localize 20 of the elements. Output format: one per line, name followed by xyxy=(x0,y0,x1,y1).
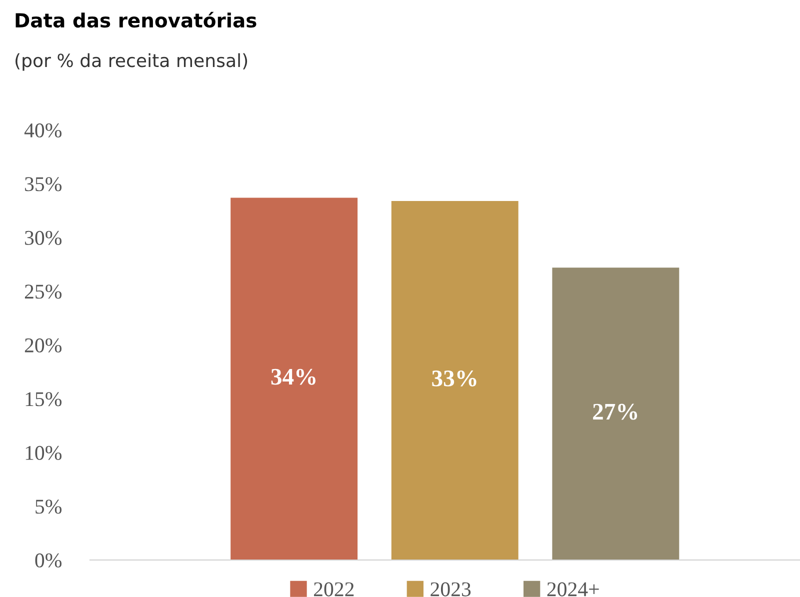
y-tick-label: 30% xyxy=(25,230,62,245)
legend-label: 2024+ xyxy=(547,582,599,596)
y-tick-label: 15% xyxy=(26,392,62,406)
y-tick-label: 35% xyxy=(25,177,62,192)
data-label: 33% xyxy=(432,370,476,386)
legend-label: 2022 xyxy=(314,582,354,596)
bar xyxy=(391,200,518,560)
data-label: 34% xyxy=(271,368,316,385)
y-tick-label: 40% xyxy=(24,123,62,138)
legend-label: 2023 xyxy=(430,582,471,596)
y-tick-label: 10% xyxy=(26,446,62,460)
data-label: 27% xyxy=(593,404,638,420)
bar xyxy=(230,198,358,560)
y-tick-label: 25% xyxy=(24,284,62,299)
chart-title: Data das renovatórias xyxy=(16,12,256,28)
chart-subtitle: (por % da receita mensal) xyxy=(16,53,248,71)
y-tick-label: 0% xyxy=(35,553,62,568)
y-tick-label: 5% xyxy=(36,500,62,514)
y-tick-label: 20% xyxy=(24,338,62,352)
bar xyxy=(552,268,680,560)
